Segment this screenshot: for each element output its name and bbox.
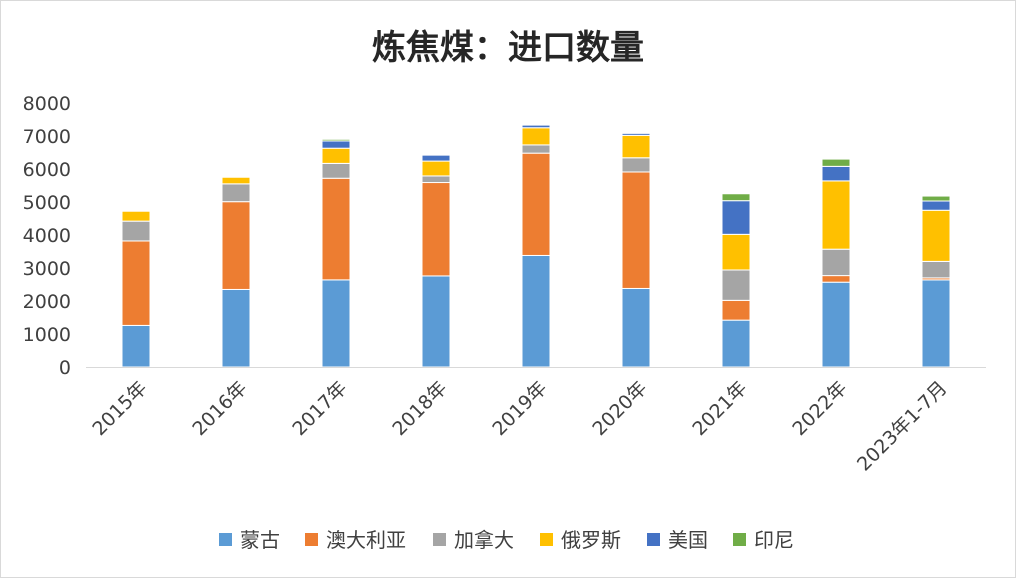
x-tick-label: 2020年 bbox=[588, 377, 651, 440]
legend-label: 澳大利亚 bbox=[326, 528, 406, 552]
y-axis: 0 1000 2000 3000 4000 5000 6000 7000 8000 bbox=[23, 93, 71, 379]
bar-segment bbox=[721, 269, 751, 301]
bar-segment bbox=[121, 240, 151, 326]
x-tick-label: 2016年 bbox=[188, 377, 251, 440]
bar-segment bbox=[921, 209, 951, 262]
bar-segment bbox=[821, 158, 851, 167]
bar-segment bbox=[321, 147, 351, 164]
bar-segment bbox=[321, 162, 351, 179]
bar-segment bbox=[521, 152, 551, 256]
bar-segment bbox=[321, 140, 351, 149]
bar-segment bbox=[221, 176, 251, 185]
bars bbox=[121, 124, 951, 368]
bar-segment bbox=[821, 281, 851, 368]
chart-title: 炼焦煤：进口数量 bbox=[372, 28, 644, 68]
legend-swatch bbox=[733, 533, 746, 546]
legend-label: 美国 bbox=[668, 528, 708, 552]
bar-segment bbox=[921, 200, 951, 211]
y-tick-label: 3000 bbox=[23, 258, 71, 280]
bar-segment bbox=[421, 275, 451, 368]
legend-label: 加拿大 bbox=[454, 528, 514, 552]
legend-swatch bbox=[540, 533, 553, 546]
bar-segment bbox=[321, 138, 351, 142]
x-tick-label: 2021年 bbox=[688, 377, 751, 440]
x-tick-label: 2017年 bbox=[288, 377, 351, 440]
bar-segment bbox=[821, 180, 851, 250]
bar-segment bbox=[121, 210, 151, 222]
x-tick-label: 2018年 bbox=[388, 377, 451, 440]
bar-segment bbox=[721, 193, 751, 202]
legend-swatch bbox=[219, 533, 232, 546]
bar-segment bbox=[521, 144, 551, 154]
bar-segment bbox=[221, 201, 251, 290]
y-tick-label: 4000 bbox=[23, 225, 71, 247]
y-tick-label: 7000 bbox=[23, 126, 71, 148]
bar-segment bbox=[221, 288, 251, 368]
bar-segment bbox=[921, 260, 951, 279]
legend-swatch bbox=[305, 533, 318, 546]
bar-segment bbox=[321, 279, 351, 368]
bar-segment bbox=[721, 200, 751, 235]
bar-segment bbox=[121, 220, 151, 242]
x-tick-label: 2015年 bbox=[88, 377, 151, 440]
legend-swatch bbox=[647, 533, 660, 546]
bar-segment bbox=[321, 177, 351, 281]
bar-segment bbox=[721, 233, 751, 271]
y-tick-label: 1000 bbox=[23, 324, 71, 346]
x-tick-label: 2023年1-7月 bbox=[853, 377, 952, 476]
y-tick-label: 8000 bbox=[23, 93, 71, 115]
x-axis: 2015年 2016年 2017年 2018年 2019年 2020年 2021年 2022年… bbox=[86, 367, 986, 476]
legend: 蒙古 澳大利亚 加拿大 俄罗斯 美国 印尼 bbox=[219, 528, 794, 552]
legend-label: 印尼 bbox=[754, 528, 794, 552]
bar-segment bbox=[721, 319, 751, 368]
y-tick-label: 5000 bbox=[23, 192, 71, 214]
bar-segment bbox=[821, 248, 851, 277]
y-tick-label: 6000 bbox=[23, 159, 71, 181]
bar-segment bbox=[921, 195, 951, 202]
y-tick-label: 0 bbox=[59, 357, 71, 379]
bar-segment bbox=[721, 299, 751, 321]
bar-segment bbox=[821, 275, 851, 283]
legend-label: 蒙古 bbox=[240, 528, 280, 552]
y-tick-label: 2000 bbox=[23, 291, 71, 313]
bar-segment bbox=[421, 182, 451, 277]
bar-segment bbox=[621, 171, 651, 289]
bar-segment bbox=[421, 154, 451, 162]
bar-segment bbox=[621, 134, 651, 159]
bar-segment bbox=[821, 165, 851, 182]
bar-segment bbox=[621, 132, 651, 136]
bar-segment bbox=[521, 127, 551, 146]
bar-segment bbox=[621, 157, 651, 173]
bar-segment bbox=[421, 160, 451, 177]
bar-segment bbox=[521, 254, 551, 368]
bar-segment bbox=[521, 124, 551, 129]
bar-segment bbox=[121, 324, 151, 368]
bar-segment bbox=[621, 287, 651, 368]
x-tick-label: 2019年 bbox=[488, 377, 551, 440]
bar-segment bbox=[921, 279, 951, 368]
bar-segment bbox=[421, 175, 451, 184]
legend-swatch bbox=[433, 533, 446, 546]
bar-segment bbox=[221, 183, 251, 203]
legend-label: 俄罗斯 bbox=[561, 528, 621, 552]
x-tick-label: 2022年 bbox=[788, 377, 851, 440]
